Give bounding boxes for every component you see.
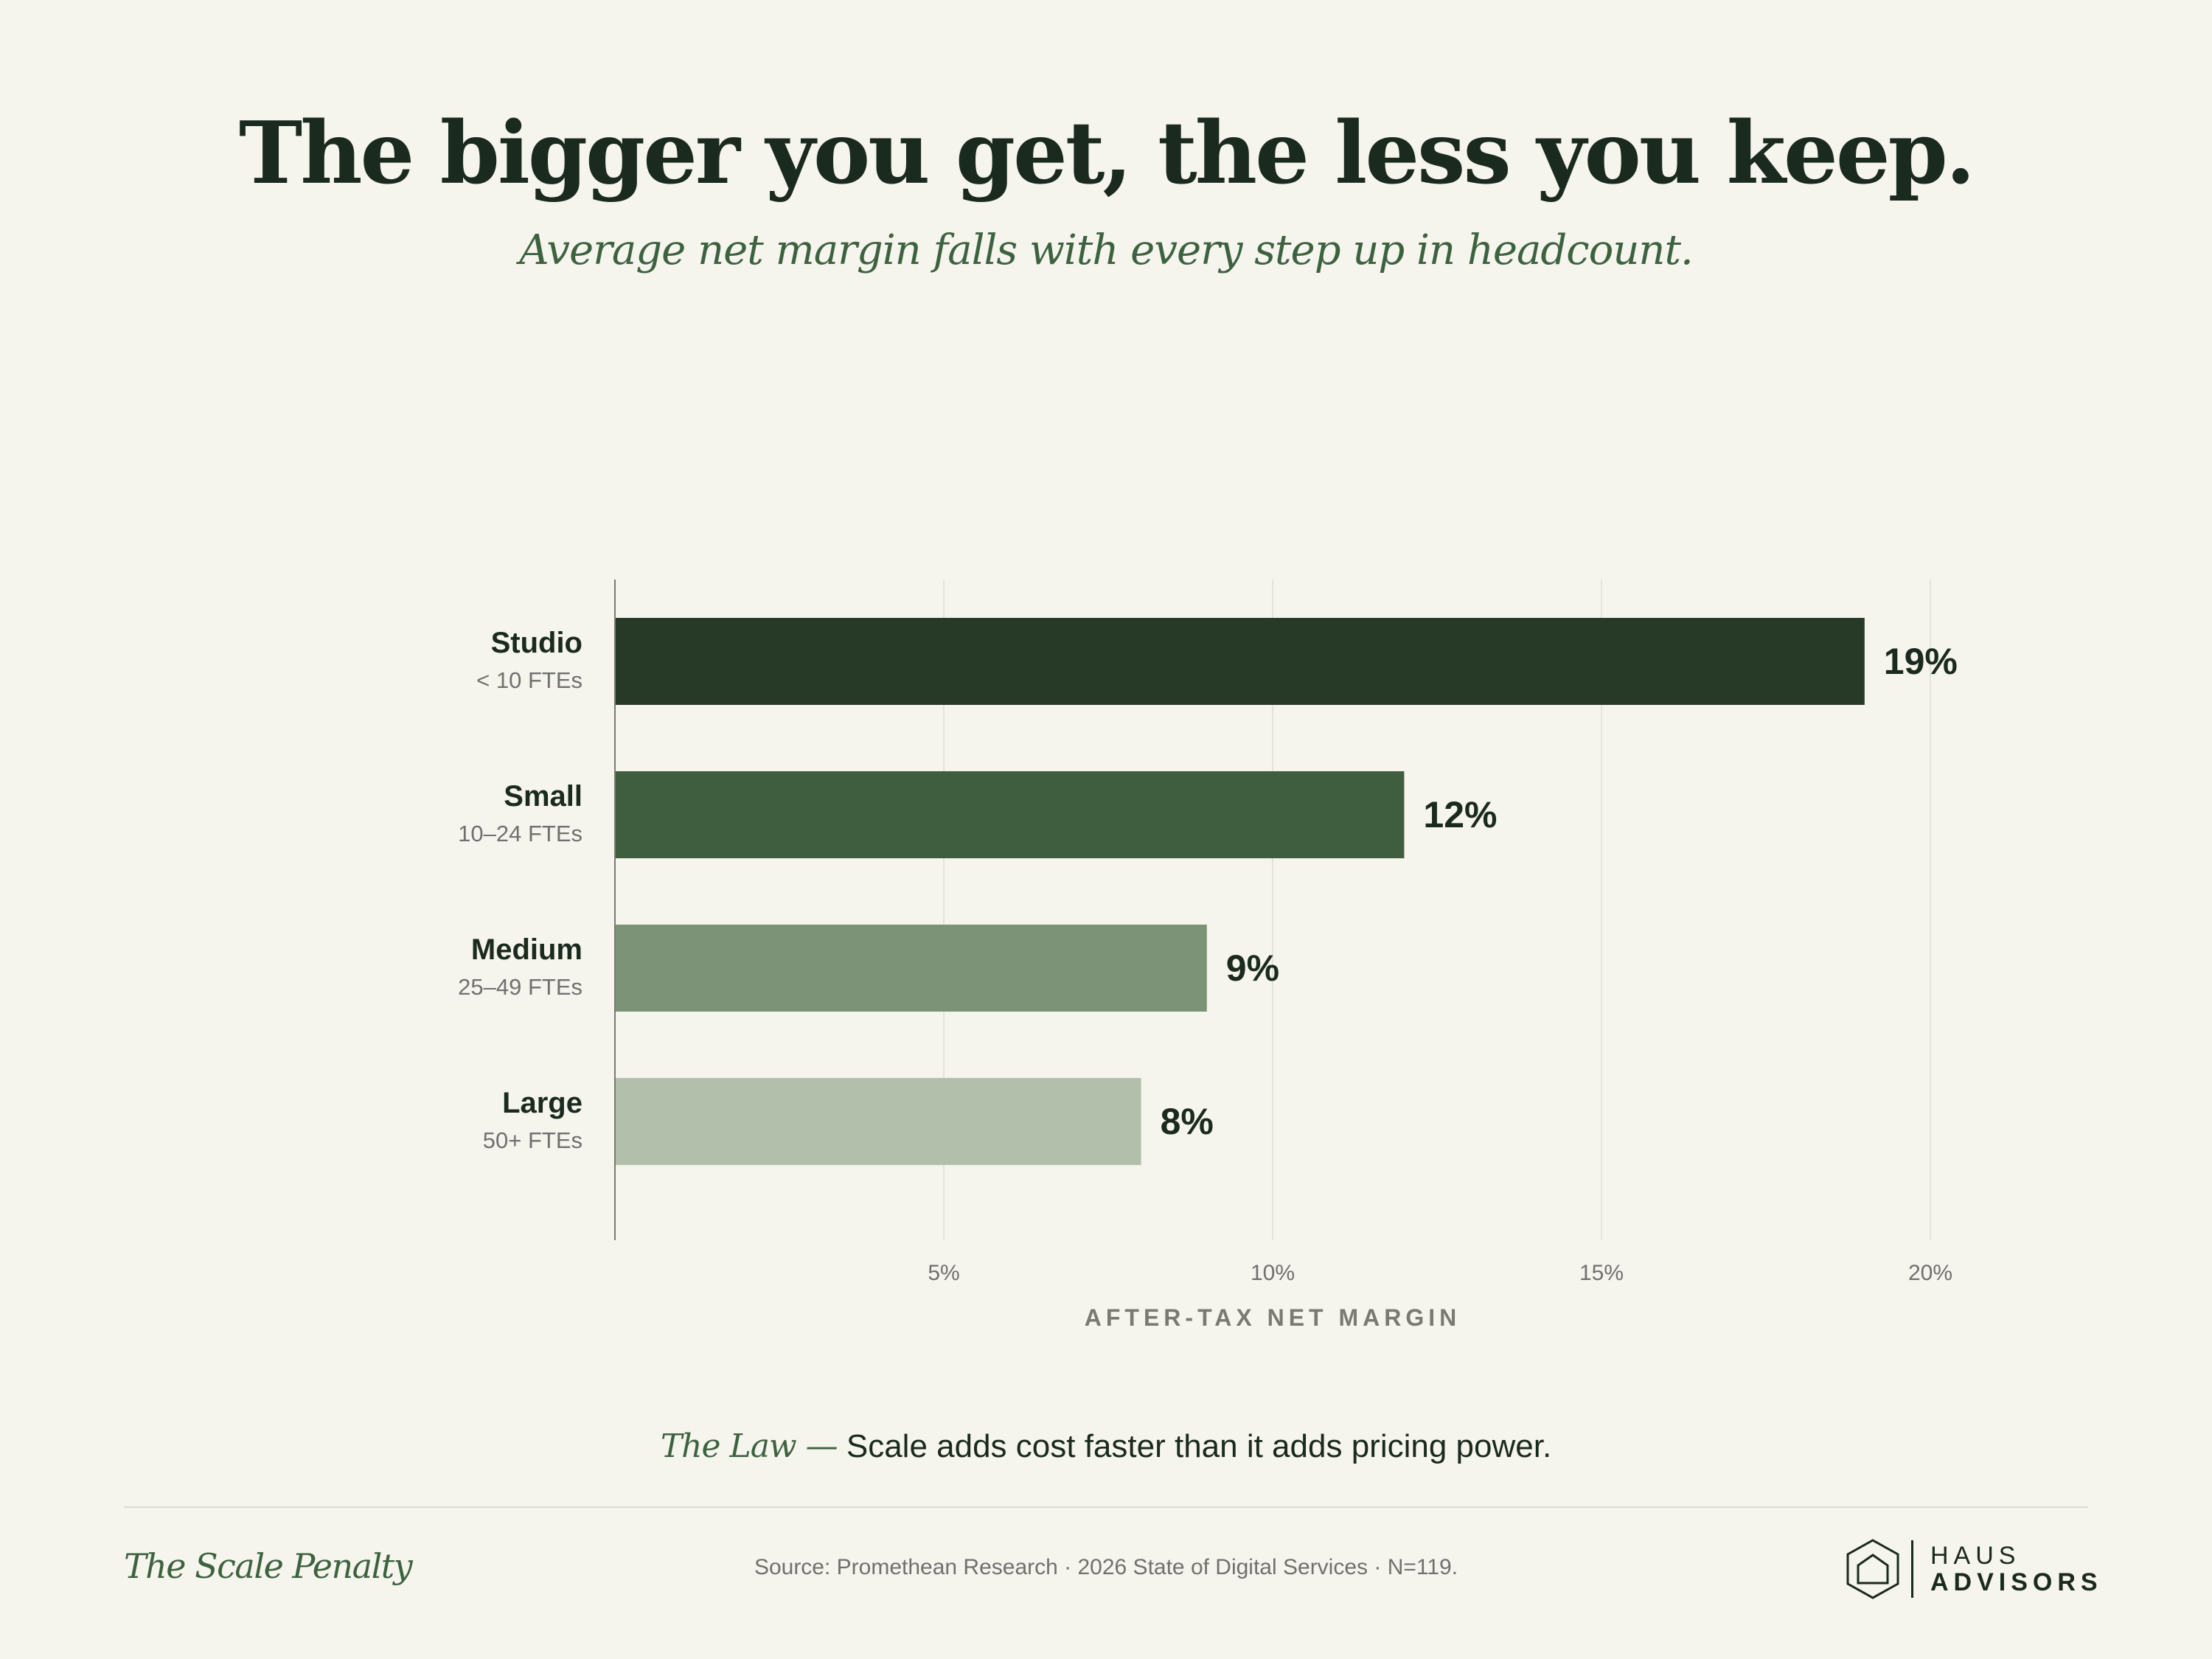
logo-word-advisors: ADVISORS: [1930, 1568, 2103, 1596]
data-label: 12%: [1423, 794, 1497, 835]
x-tick-label: 5%: [928, 1261, 959, 1285]
bar-medium: [615, 925, 1207, 1012]
bar-large: [615, 1078, 1141, 1165]
category-label: Small: [504, 780, 582, 813]
law-statement: The Law — Scale adds cost faster than it…: [0, 1423, 2212, 1470]
chart-title: The bigger you get, the less you keep.: [238, 103, 1975, 204]
category-label: Studio: [491, 627, 582, 659]
category-sublabel: 25–49 FTEs: [458, 974, 582, 1000]
footer-title: The Scale Penalty: [124, 1546, 413, 1586]
bar-studio: [615, 618, 1865, 705]
x-axis-ticks: 5% 10% 15% 20%: [928, 1261, 1952, 1285]
law-lead: The Law —: [660, 1427, 838, 1465]
law-text: Scale adds cost faster than it adds pric…: [846, 1428, 1552, 1464]
category-label: Large: [502, 1087, 582, 1119]
source-note: Source: Promethean Research · 2026 State…: [754, 1555, 1458, 1579]
bar-small: [615, 771, 1405, 858]
chart-subtitle: Average net margin falls with every step…: [519, 226, 1694, 274]
x-tick-label: 15%: [1579, 1261, 1624, 1285]
house-hexagon-icon: [1846, 1539, 1899, 1599]
category-labels: 19% Studio < 10 FTEs 12% Small 10–24 FTEs 9% Me…: [458, 627, 1958, 1153]
footer-divider: [124, 1506, 2088, 1508]
logo-word-haus: HAUS: [1930, 1542, 2021, 1570]
brand-logo: HAUS ADVISORS: [1843, 1537, 2098, 1601]
category-label: Medium: [471, 933, 582, 966]
x-axis-label: AFTER-TAX NET MARGIN: [1085, 1304, 1461, 1331]
category-sublabel: 10–24 FTEs: [458, 821, 582, 846]
bars: [615, 618, 1865, 1165]
category-sublabel: 50+ FTEs: [483, 1127, 582, 1153]
data-label: 9%: [1226, 947, 1279, 989]
bar-chart: 19% Studio < 10 FTEs 12% Small 10–24 FTEs 9% Me…: [458, 580, 1958, 1331]
logo-divider: [1911, 1540, 1913, 1598]
x-tick-label: 10%: [1251, 1261, 1295, 1285]
data-label: 19%: [1884, 641, 1958, 682]
data-label: 8%: [1161, 1101, 1214, 1142]
category-sublabel: < 10 FTEs: [476, 667, 582, 693]
x-tick-label: 20%: [1908, 1261, 1952, 1285]
